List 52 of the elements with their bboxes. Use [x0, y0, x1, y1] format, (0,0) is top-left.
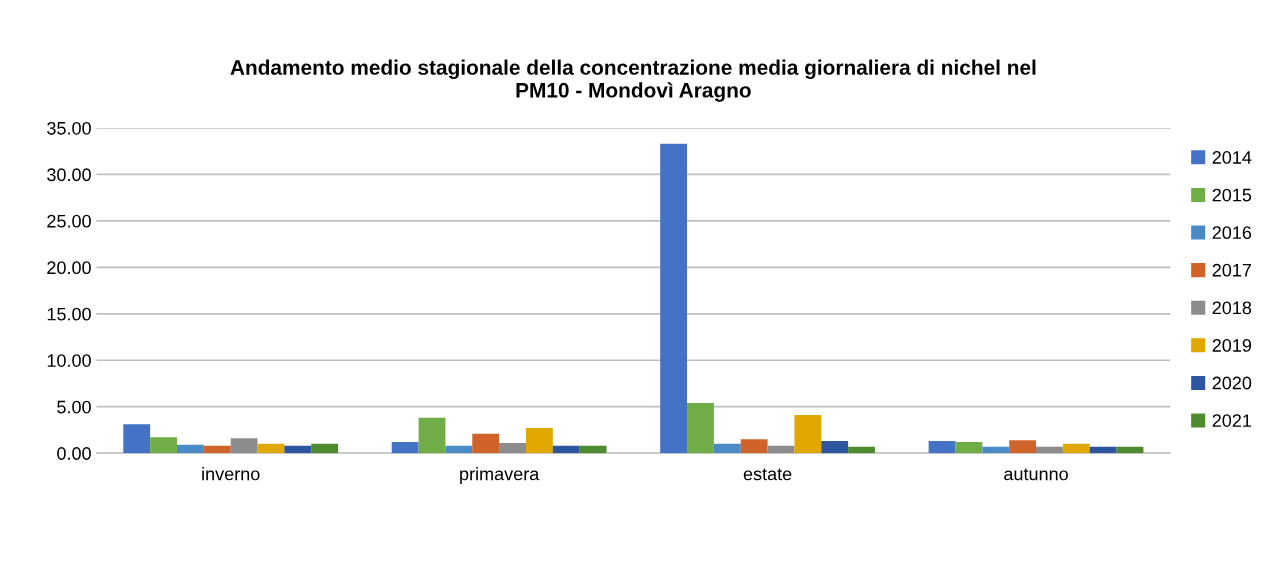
bar	[1089, 446, 1117, 454]
bar	[123, 424, 151, 454]
y-tick-label: 15.00	[47, 307, 91, 321]
bar	[552, 445, 580, 454]
x-tick-label: inverno	[202, 467, 260, 481]
bar	[955, 442, 983, 454]
bar	[821, 441, 849, 454]
bar	[176, 444, 204, 454]
legend-label: 2015	[1212, 188, 1252, 202]
bar	[203, 445, 231, 454]
bar	[150, 437, 177, 454]
bar	[472, 433, 500, 454]
x-tick-label: autunno	[1004, 468, 1068, 481]
bar	[1036, 446, 1063, 454]
legend-label: 2018	[1212, 301, 1252, 315]
legend-label: 2021	[1212, 414, 1252, 427]
x-tick-label: estate	[743, 468, 792, 481]
y-tick-label: 0.00	[57, 447, 91, 460]
bar	[445, 445, 473, 454]
bar	[928, 441, 956, 454]
y-tick-label: 25.00	[47, 214, 91, 228]
legend-label: 2014	[1212, 151, 1252, 164]
bar	[230, 438, 258, 454]
bar	[499, 442, 526, 454]
x-tick-label: primavera	[460, 467, 540, 484]
y-tick-label: 5.00	[57, 400, 91, 414]
bar	[525, 428, 553, 454]
y-tick-label: 10.00	[47, 354, 91, 367]
bar	[257, 443, 285, 454]
chart-title: Andamento medio stagionale della concentrazione media giornaliera di nichel nel PM10 - Mondovì Aragno	[230, 59, 1036, 102]
bar	[740, 439, 768, 454]
bar	[660, 143, 688, 454]
y-tick-label: 35.00	[47, 121, 91, 135]
bar	[1009, 440, 1037, 454]
bar	[311, 443, 339, 454]
legend-label: 2017	[1212, 263, 1251, 277]
legend-label: 2019	[1212, 339, 1252, 352]
bar	[767, 445, 795, 454]
bar	[713, 443, 741, 454]
bar	[579, 445, 607, 454]
bar	[982, 446, 1010, 454]
y-tick-label: 20.00	[47, 261, 91, 275]
bar	[391, 442, 419, 454]
legend-label: 2016	[1212, 226, 1252, 240]
bar	[687, 402, 714, 454]
bar	[794, 415, 822, 454]
bar	[1062, 443, 1090, 454]
bar	[418, 417, 446, 454]
bar	[848, 446, 875, 454]
y-tick-label: 30.00	[47, 168, 91, 182]
legend-label: 2020	[1212, 376, 1252, 390]
bar	[284, 445, 312, 454]
